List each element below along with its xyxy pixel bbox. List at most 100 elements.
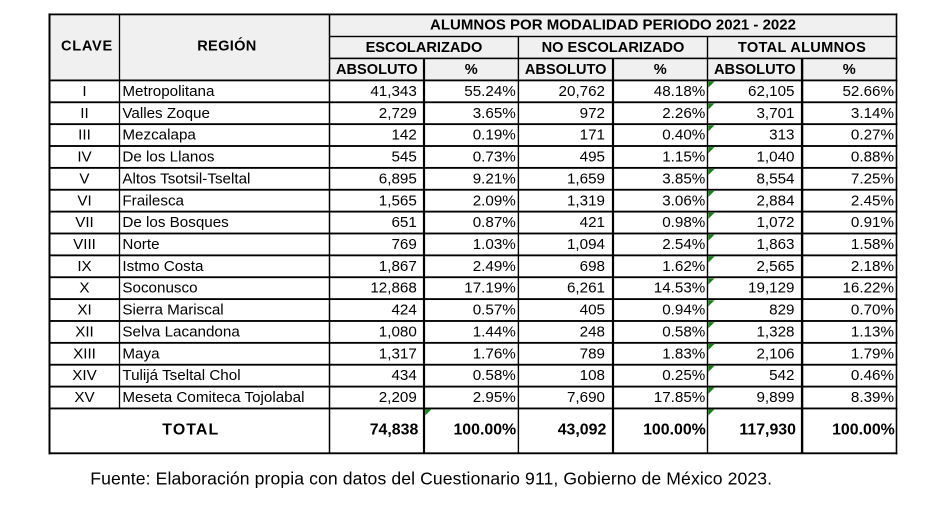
svg-text:769: 769 xyxy=(391,236,416,253)
svg-text:3,701: 3,701 xyxy=(756,105,794,122)
svg-text:6,261: 6,261 xyxy=(567,280,605,297)
svg-text:Metropolitana: Metropolitana xyxy=(122,83,215,100)
svg-text:434: 434 xyxy=(391,367,416,384)
svg-text:495: 495 xyxy=(580,149,605,166)
svg-text:171: 171 xyxy=(580,127,605,144)
svg-text:Selva Lacandona: Selva Lacandona xyxy=(122,323,240,340)
svg-text:405: 405 xyxy=(580,302,605,319)
svg-text:0.58%: 0.58% xyxy=(473,367,516,384)
svg-text:Meseta Comiteca Tojolabal: Meseta Comiteca Tojolabal xyxy=(122,389,304,406)
svg-text:1,094: 1,094 xyxy=(567,236,605,253)
svg-text:2.09%: 2.09% xyxy=(473,192,516,209)
svg-text:142: 142 xyxy=(391,127,416,144)
svg-text:8,554: 8,554 xyxy=(756,170,794,187)
svg-text:0.70%: 0.70% xyxy=(851,302,894,319)
svg-text:XV: XV xyxy=(74,389,95,406)
svg-text:De los Llanos: De los Llanos xyxy=(122,149,214,166)
svg-text:3.06%: 3.06% xyxy=(662,192,705,209)
svg-text:9,899: 9,899 xyxy=(756,389,794,406)
svg-text:20,762: 20,762 xyxy=(559,83,605,100)
svg-text:1.58%: 1.58% xyxy=(851,236,894,253)
svg-text:1.15%: 1.15% xyxy=(662,149,705,166)
svg-text:NO ESCOLARIZADO: NO ESCOLARIZADO xyxy=(542,40,685,56)
svg-text:XIV: XIV xyxy=(72,367,97,384)
svg-text:0.46%: 0.46% xyxy=(851,367,894,384)
svg-text:%: % xyxy=(843,62,856,78)
svg-text:545: 545 xyxy=(391,149,416,166)
svg-text:1,080: 1,080 xyxy=(379,323,417,340)
svg-text:55.24%: 55.24% xyxy=(464,83,516,100)
svg-text:1,863: 1,863 xyxy=(756,236,794,253)
svg-text:8.39%: 8.39% xyxy=(851,389,894,406)
svg-text:829: 829 xyxy=(769,302,794,319)
svg-text:2,106: 2,106 xyxy=(756,345,794,362)
svg-text:ALUMNOS POR MODALIDAD PERIODO: ALUMNOS POR MODALIDAD PERIODO 2021 - 202… xyxy=(430,16,796,33)
svg-text:0.27%: 0.27% xyxy=(851,127,894,144)
svg-text:1,319: 1,319 xyxy=(567,192,605,209)
svg-text:0.88%: 0.88% xyxy=(851,149,894,166)
svg-text:CLAVE: CLAVE xyxy=(61,39,113,55)
svg-text:48.18%: 48.18% xyxy=(654,83,706,100)
svg-text:Istmo Costa: Istmo Costa xyxy=(122,258,204,275)
svg-text:1.03%: 1.03% xyxy=(473,236,516,253)
svg-text:972: 972 xyxy=(580,105,605,122)
svg-text:651: 651 xyxy=(391,214,416,231)
svg-text:Norte: Norte xyxy=(122,236,159,253)
svg-text:0.25%: 0.25% xyxy=(662,367,705,384)
svg-text:16.22%: 16.22% xyxy=(842,280,894,297)
svg-text:2,729: 2,729 xyxy=(379,105,417,122)
svg-text:2,209: 2,209 xyxy=(379,389,417,406)
svg-text:698: 698 xyxy=(580,258,605,275)
svg-text:ABSOLUTO: ABSOLUTO xyxy=(336,62,418,78)
svg-text:XII: XII xyxy=(75,323,94,340)
svg-text:1.76%: 1.76% xyxy=(473,345,516,362)
svg-text:TOTAL ALUMNOS: TOTAL ALUMNOS xyxy=(738,40,866,56)
svg-text:Mezcalapa: Mezcalapa xyxy=(122,127,196,144)
svg-text:VII: VII xyxy=(75,214,94,231)
svg-text:Fuente: Elaboración propia con: Fuente: Elaboración propia con datos del… xyxy=(90,469,772,489)
svg-text:0.94%: 0.94% xyxy=(662,302,705,319)
svg-text:2,884: 2,884 xyxy=(756,192,794,209)
svg-text:62,105: 62,105 xyxy=(748,83,794,100)
svg-text:100.00%: 100.00% xyxy=(643,422,706,439)
svg-text:ESCOLARIZADO: ESCOLARIZADO xyxy=(366,40,483,56)
svg-text:789: 789 xyxy=(580,345,605,362)
svg-text:14.53%: 14.53% xyxy=(654,280,706,297)
svg-text:2.95%: 2.95% xyxy=(473,389,516,406)
svg-text:117,930: 117,930 xyxy=(739,422,796,439)
svg-text:1,328: 1,328 xyxy=(756,323,794,340)
svg-text:43,092: 43,092 xyxy=(558,422,607,439)
svg-text:Frailesca: Frailesca xyxy=(122,192,184,209)
svg-text:313: 313 xyxy=(769,127,794,144)
svg-text:Sierra Mariscal: Sierra Mariscal xyxy=(122,302,223,319)
svg-text:X: X xyxy=(79,280,89,297)
svg-text:TOTAL: TOTAL xyxy=(162,422,219,439)
svg-text:ABSOLUTO: ABSOLUTO xyxy=(714,62,796,78)
svg-text:0.40%: 0.40% xyxy=(662,127,705,144)
svg-text:2.49%: 2.49% xyxy=(473,258,516,275)
svg-text:3.14%: 3.14% xyxy=(851,105,894,122)
svg-text:0.98%: 0.98% xyxy=(662,214,705,231)
svg-text:41,343: 41,343 xyxy=(370,83,416,100)
svg-text:De los Bosques: De los Bosques xyxy=(122,214,229,231)
svg-text:421: 421 xyxy=(580,214,605,231)
svg-text:424: 424 xyxy=(391,302,416,319)
svg-text:1,040: 1,040 xyxy=(756,149,794,166)
svg-text:IV: IV xyxy=(77,149,92,166)
svg-text:74,838: 74,838 xyxy=(370,422,419,439)
svg-text:52.66%: 52.66% xyxy=(842,83,894,100)
svg-text:0.57%: 0.57% xyxy=(473,302,516,319)
svg-text:100.00%: 100.00% xyxy=(453,422,516,439)
svg-text:2.18%: 2.18% xyxy=(851,258,894,275)
svg-text:1.44%: 1.44% xyxy=(473,323,516,340)
svg-text:7,690: 7,690 xyxy=(567,389,605,406)
svg-text:V: V xyxy=(79,170,90,187)
svg-text:Altos Tsotsil-Tseltal: Altos Tsotsil-Tseltal xyxy=(122,170,250,187)
svg-text:1.13%: 1.13% xyxy=(851,323,894,340)
svg-text:542: 542 xyxy=(769,367,794,384)
svg-text:1,317: 1,317 xyxy=(379,345,417,362)
svg-text:IX: IX xyxy=(77,258,91,275)
svg-text:108: 108 xyxy=(580,367,605,384)
svg-text:1,867: 1,867 xyxy=(379,258,417,275)
svg-text:17.85%: 17.85% xyxy=(654,389,706,406)
